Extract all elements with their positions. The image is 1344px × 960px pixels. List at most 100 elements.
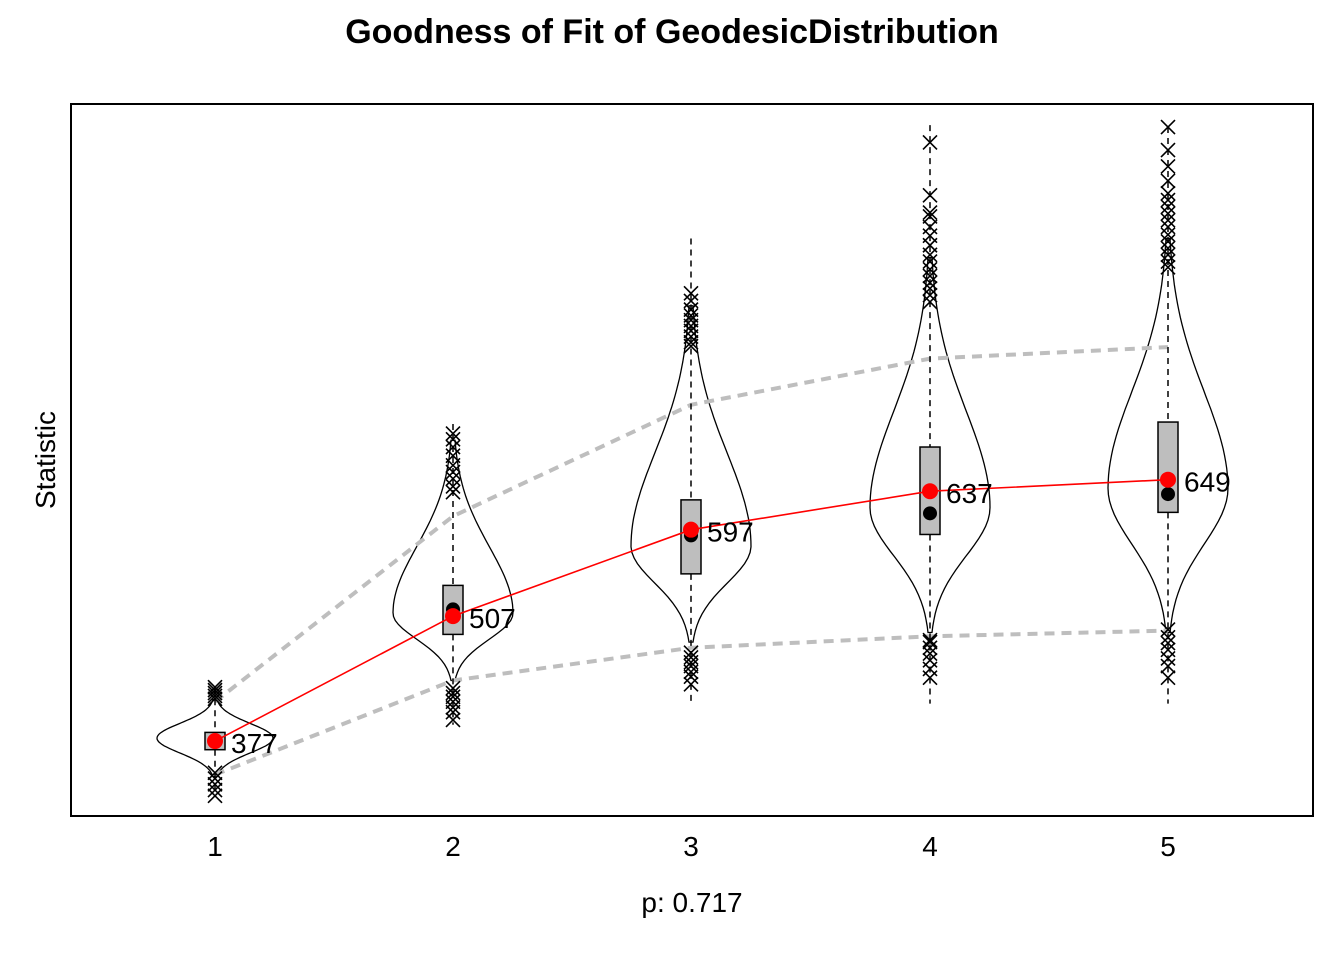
outlier-3-9	[683, 328, 699, 345]
x-axis-ticks: 1 2 3 4 5	[207, 831, 1176, 862]
x-axis-label: p: 0.717	[641, 887, 742, 918]
outlier-3-12	[683, 312, 699, 328]
outlier-3-1	[683, 669, 699, 685]
outlier-3-16	[683, 285, 699, 301]
lower-interval-line	[214, 628, 1169, 777]
outlier-1-9	[207, 679, 223, 695]
outlier-2-15	[445, 426, 461, 442]
outlier-4-21	[922, 134, 938, 151]
outlier-5-16	[1160, 199, 1176, 215]
outlier-2-13	[445, 439, 461, 455]
outlier-3-0	[683, 676, 699, 692]
outlier-5-20	[1160, 158, 1176, 175]
outlier-4-20	[922, 187, 938, 203]
outlier-2-8	[445, 478, 461, 494]
outlier-1-4	[207, 765, 223, 781]
outlier-1-0	[207, 788, 223, 804]
outlier-3-5	[683, 649, 699, 666]
outlier-2-2	[445, 699, 461, 715]
outlier-1-8	[207, 682, 223, 698]
outlier-5-0	[1160, 670, 1176, 686]
outlier-1-3	[207, 770, 223, 787]
outlier-4-12	[922, 261, 938, 277]
outlier-2-14	[445, 431, 461, 447]
outlier-5-3	[1160, 642, 1176, 658]
observed-point-4	[922, 483, 938, 500]
outlier-5-9	[1160, 247, 1176, 263]
outlier-4-4	[922, 640, 938, 656]
observed-label-5: 649	[1184, 467, 1231, 498]
outlier-3-13	[683, 307, 699, 323]
outlier-2-0	[445, 712, 461, 728]
observed-label-1: 377	[231, 728, 278, 759]
outlier-2-10	[445, 464, 461, 480]
outlier-5-4	[1160, 635, 1176, 651]
observed-point-5	[1160, 471, 1176, 488]
outlier-5-15	[1160, 205, 1176, 222]
outlier-4-19	[922, 205, 938, 221]
outlier-4-17	[922, 219, 938, 235]
observed-label-2: 507	[469, 603, 516, 634]
outlier-5-2	[1160, 650, 1176, 666]
outlier-5-5	[1160, 629, 1176, 645]
outlier-5-14	[1160, 212, 1176, 228]
whisker-layer	[214, 125, 1169, 794]
outlier-1-7	[207, 685, 223, 701]
outlier-4-3	[922, 646, 938, 662]
outlier-5-22	[1160, 119, 1176, 135]
outlier-4-6	[922, 632, 938, 648]
outlier-4-10	[922, 275, 938, 291]
outlier-5-7	[1160, 259, 1176, 275]
outlier-1-2	[207, 776, 223, 792]
outlier-2-9	[445, 471, 461, 487]
observed-point-2	[445, 608, 461, 625]
outlier-5-12	[1160, 227, 1176, 243]
outlier-4-13	[922, 254, 938, 270]
x-tick-label-2: 2	[445, 831, 461, 862]
x-tick-label-5: 5	[1160, 831, 1176, 862]
outlier-5-1	[1160, 658, 1176, 674]
x-tick-label-3: 3	[683, 831, 699, 862]
outlier-5-21	[1160, 142, 1176, 158]
observed-label-4: 637	[946, 478, 993, 509]
outlier-2-5	[445, 685, 461, 701]
y-axis-label: Statistic	[30, 411, 61, 509]
outlier-4-11	[922, 268, 938, 284]
median-point-5	[1161, 487, 1175, 502]
median-point-4	[923, 506, 937, 521]
outlier-5-18	[1160, 185, 1176, 201]
outlier-4-7	[922, 294, 938, 310]
outlier-4-18	[922, 208, 938, 224]
outlier-5-6	[1160, 622, 1176, 638]
label-layer: 377 507 597 637 649	[231, 467, 1231, 759]
outlier-5-10	[1160, 240, 1176, 256]
outlier-5-19	[1160, 173, 1176, 189]
outlier-4-8	[922, 287, 938, 303]
outlier-2-6	[445, 680, 461, 696]
outlier-5-13	[1160, 219, 1176, 235]
chart-title: Goodness of Fit of GeodesicDistribution	[345, 13, 999, 51]
outlier-5-11	[1160, 233, 1176, 249]
outlier-3-8	[683, 334, 699, 350]
outlier-3-11	[683, 318, 699, 334]
observed-label-3: 597	[707, 517, 754, 548]
outlier-3-6	[683, 645, 699, 661]
violin-3	[630, 305, 752, 643]
outlier-4-2	[922, 652, 938, 668]
observed-point-3	[683, 521, 699, 538]
plot-frame	[70, 103, 1314, 817]
observed-point-1	[207, 733, 223, 750]
outlier-3-15	[683, 293, 699, 309]
outlier-2-7	[445, 484, 461, 500]
outlier-3-10	[683, 323, 699, 339]
outlier-5-17	[1160, 192, 1176, 208]
outlier-4-1	[922, 661, 938, 677]
x-tick-label-1: 1	[207, 831, 223, 862]
outlier-2-1	[445, 704, 461, 720]
observed-layer	[207, 471, 1176, 750]
x-tick-label-4: 4	[922, 831, 938, 862]
outlier-4-9	[922, 280, 938, 297]
outlier-1-1	[207, 782, 223, 798]
outlier-layer	[207, 119, 1176, 804]
outlier-5-8	[1160, 254, 1176, 270]
